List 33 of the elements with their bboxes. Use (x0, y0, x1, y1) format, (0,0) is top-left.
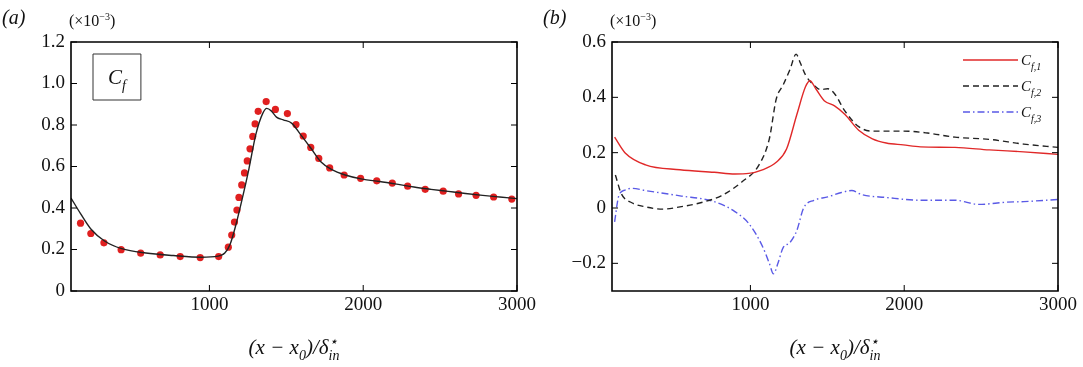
y-tick-label: 0 (596, 195, 606, 217)
line-series (614, 53, 1058, 210)
x-tick-label: 3000 (498, 293, 536, 315)
x-tick-label: 2000 (344, 293, 383, 315)
point (243, 157, 251, 165)
point (271, 105, 279, 114)
point (238, 181, 246, 189)
point (240, 169, 249, 177)
x-tick-label: 1000 (731, 293, 770, 315)
point (76, 219, 85, 227)
point (262, 97, 270, 106)
y-tick-label: 1.0 (41, 71, 65, 93)
line-series (613, 187, 1058, 275)
y-tick-label: 0.4 (41, 195, 66, 217)
y-tick-label: 0.4 (582, 85, 607, 107)
y-tick-label: 0.6 (41, 154, 65, 176)
point (283, 109, 291, 118)
y-tick-label: 0.8 (41, 112, 65, 134)
y-tick-label: −0.2 (571, 251, 606, 273)
point (251, 120, 259, 128)
x-tick-label: 2000 (885, 293, 924, 315)
y-tick-label: 0 (55, 278, 65, 300)
y-tick-label: 0.2 (582, 140, 606, 162)
chart-title: (b) (543, 6, 567, 29)
point (254, 107, 262, 115)
chart-title: (a) (2, 6, 26, 29)
x-tick-label: 1000 (190, 293, 229, 315)
x-tick-label: 3000 (1039, 293, 1077, 315)
y-tick-label: 0.2 (41, 237, 65, 259)
point (235, 193, 243, 202)
y-tick-label: 1.2 (41, 29, 65, 51)
y-tick-label: 0.6 (582, 29, 606, 51)
line-series (613, 80, 1058, 175)
